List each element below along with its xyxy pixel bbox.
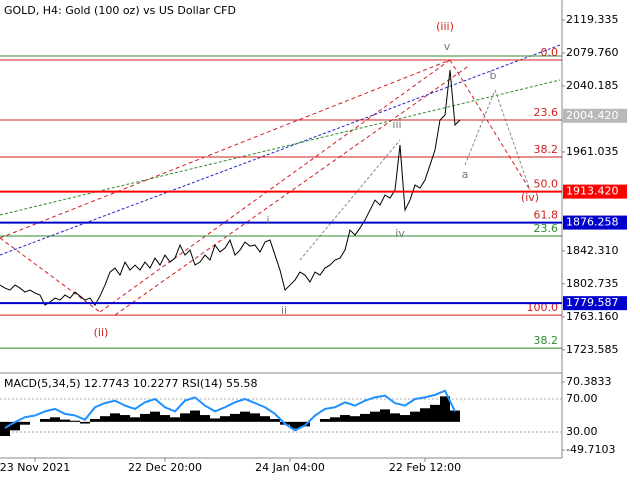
price-tag-label: 2004.420	[566, 109, 619, 122]
level-label: 61.8	[534, 209, 559, 222]
wave-label: i	[266, 214, 269, 227]
y-tick-label: 2079.760	[566, 46, 619, 59]
macd-bar	[340, 415, 350, 422]
macd-bar	[10, 421, 20, 431]
y-tick-label: -49.7103	[566, 443, 615, 456]
macd-bar	[420, 408, 430, 422]
y2-tick-label: 30.00	[566, 425, 598, 438]
macd-bar	[70, 420, 80, 422]
y-tick-label: 70.3833	[566, 375, 612, 388]
indicator-title: MACD(5,34,5) 12.7743 10.2277 RSI(14) 55.…	[4, 377, 257, 390]
macd-bar	[230, 413, 240, 422]
macd-bar	[190, 410, 200, 422]
macd-bar	[240, 411, 250, 422]
price-tag	[563, 296, 627, 311]
macd-bar	[370, 411, 380, 422]
y2-tick-label: 70.00	[566, 392, 598, 405]
macd-bar	[150, 411, 160, 422]
price-tag-label: 1779.587	[566, 296, 619, 309]
macd-bar	[350, 416, 360, 422]
macd-bar	[320, 419, 330, 422]
macd-bar	[100, 416, 110, 422]
y-tick-label: 1723.585	[566, 343, 619, 356]
macd-bar	[430, 404, 440, 422]
macd-bar	[410, 411, 420, 422]
level-label: 50.0	[534, 178, 559, 191]
price-tag	[563, 215, 627, 230]
y-tick-label: 1802.735	[566, 277, 619, 290]
x-tick-label: 22 Dec 20:00	[128, 461, 202, 474]
x-tick-label: 24 Jan 04:00	[255, 461, 325, 474]
chart-title: GOLD, H4: Gold (100 oz) vs US Dollar CFD	[4, 4, 236, 17]
level-label: 100.0	[527, 301, 559, 314]
y-tick-label: 1842.310	[566, 244, 619, 257]
wave-label: iv	[395, 227, 405, 240]
wave-label: a	[462, 168, 469, 181]
macd-bar	[110, 413, 120, 422]
macd-bar	[50, 417, 60, 422]
wave-label: (ii)	[94, 326, 109, 339]
macd-bar	[20, 421, 30, 425]
macd-bar	[170, 417, 180, 422]
macd-bar	[80, 421, 90, 424]
y-tick-label: 2040.185	[566, 79, 619, 92]
price-line	[0, 69, 461, 307]
macd-bar	[180, 413, 190, 422]
macd-bar	[270, 419, 280, 422]
macd-bar	[200, 415, 210, 422]
macd-bar	[330, 417, 340, 422]
macd-bar	[140, 413, 150, 422]
macd-bar	[250, 413, 260, 422]
macd-bar	[160, 415, 170, 422]
x-tick-label: 22 Feb 12:00	[389, 461, 461, 474]
x-tick-label: 23 Nov 2021	[0, 461, 70, 474]
macd-bar	[120, 415, 130, 422]
level-label: 0.0	[541, 46, 559, 59]
price-tag	[563, 184, 627, 199]
price-tag	[563, 108, 627, 123]
macd-bar	[260, 416, 270, 422]
level-label: 23.6	[534, 222, 559, 235]
wave-label: iii	[392, 118, 401, 131]
macd-bar	[390, 413, 400, 422]
macd-bar	[90, 419, 100, 422]
macd-bar	[440, 396, 450, 422]
wave-label: ii	[281, 304, 287, 317]
wave-label: (iii)	[436, 20, 454, 33]
macd-bar	[40, 419, 50, 422]
macd-bar	[0, 421, 10, 437]
macd-bar	[220, 416, 230, 422]
y-tick-label: 1763.160	[566, 310, 619, 323]
level-label: 38.2	[534, 143, 559, 156]
wave-label: b	[490, 69, 497, 82]
level-label: 38.2	[534, 334, 559, 347]
wave-label: v	[444, 40, 451, 53]
macd-bar	[130, 417, 140, 422]
y-tick-label: 1961.035	[566, 145, 619, 158]
macd-bar	[400, 415, 410, 422]
macd-bar	[360, 413, 370, 422]
wave-label: (iv)	[521, 191, 539, 204]
macd-bar	[60, 419, 70, 422]
macd-bar	[290, 421, 300, 429]
macd-bar	[450, 410, 460, 422]
rsi-line	[4, 389, 456, 432]
macd-bar	[210, 418, 220, 422]
price-tag-label: 1913.420	[566, 185, 619, 198]
level-label: 23.6	[534, 106, 559, 119]
macd-bar	[380, 409, 390, 422]
price-tag-label: 1876.258	[566, 216, 619, 229]
y-tick-label: 2119.335	[566, 13, 619, 26]
